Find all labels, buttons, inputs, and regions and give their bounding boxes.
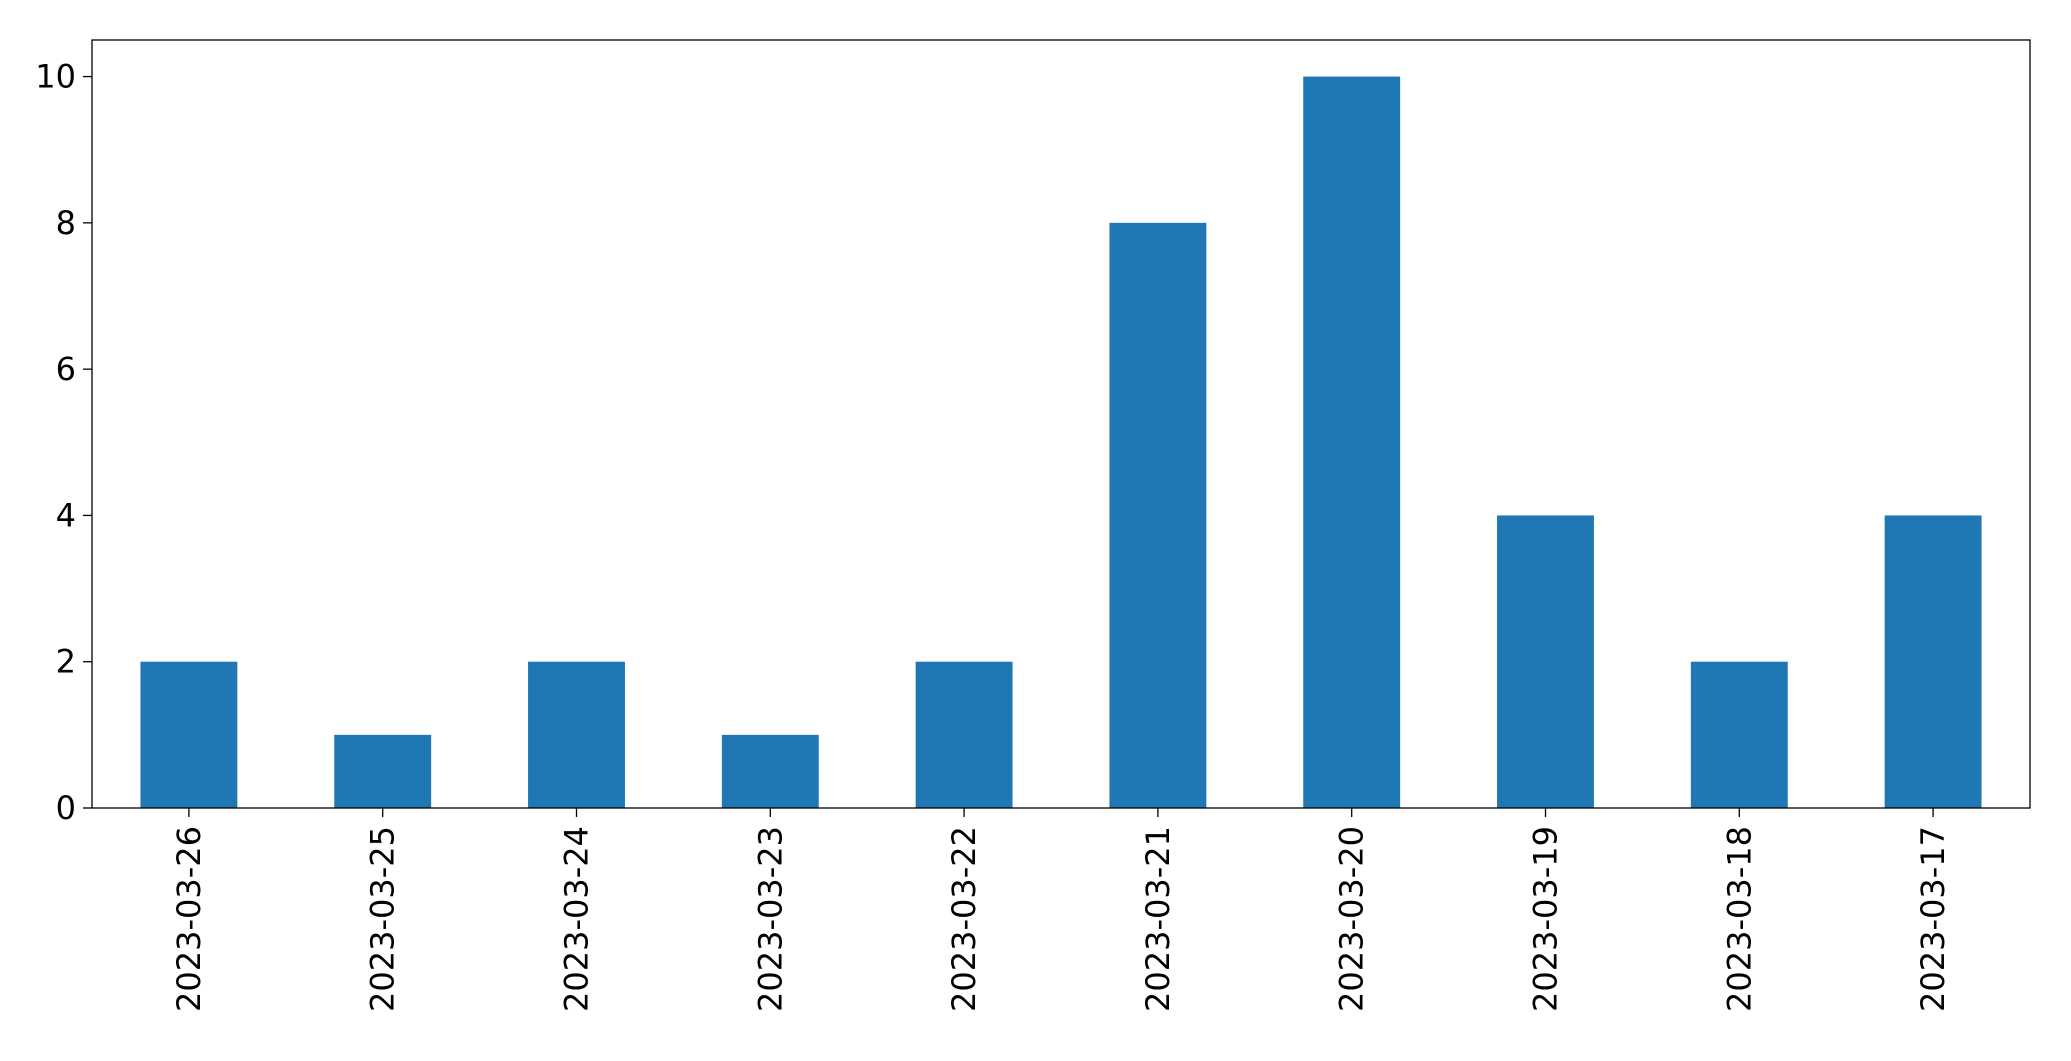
x-tick-label: 2023-03-20 (1333, 826, 1371, 1012)
bar (1884, 515, 1982, 808)
bar (1497, 515, 1594, 808)
x-tick-label: 2023-03-25 (364, 826, 402, 1012)
x-tick-label: 2023-03-19 (1527, 826, 1565, 1012)
x-tick-label: 2023-03-17 (1914, 826, 1952, 1012)
bar (915, 661, 1013, 808)
bar (140, 661, 238, 808)
y-tick-label: 4 (56, 496, 76, 534)
x-tick-label: 2023-03-18 (1720, 826, 1758, 1012)
bar (334, 734, 432, 808)
x-tick-label: 2023-03-22 (945, 826, 983, 1012)
bar (528, 661, 625, 808)
x-tick-label: 2023-03-26 (170, 826, 208, 1012)
bar (1303, 76, 1401, 809)
axes-frame (91, 39, 2031, 809)
x-tick-label: 2023-03-23 (751, 826, 789, 1012)
y-tick-label: 2 (56, 643, 76, 681)
y-tick-label: 10 (35, 58, 76, 96)
x-tick-label: 2023-03-21 (1139, 826, 1177, 1012)
bar (721, 734, 819, 808)
y-tick-label: 8 (56, 204, 76, 242)
x-tick-label: 2023-03-24 (558, 826, 596, 1012)
bar (1109, 222, 1207, 808)
y-tick-label: 0 (56, 789, 76, 827)
y-tick-label: 6 (56, 350, 76, 388)
bar (1690, 661, 1788, 808)
